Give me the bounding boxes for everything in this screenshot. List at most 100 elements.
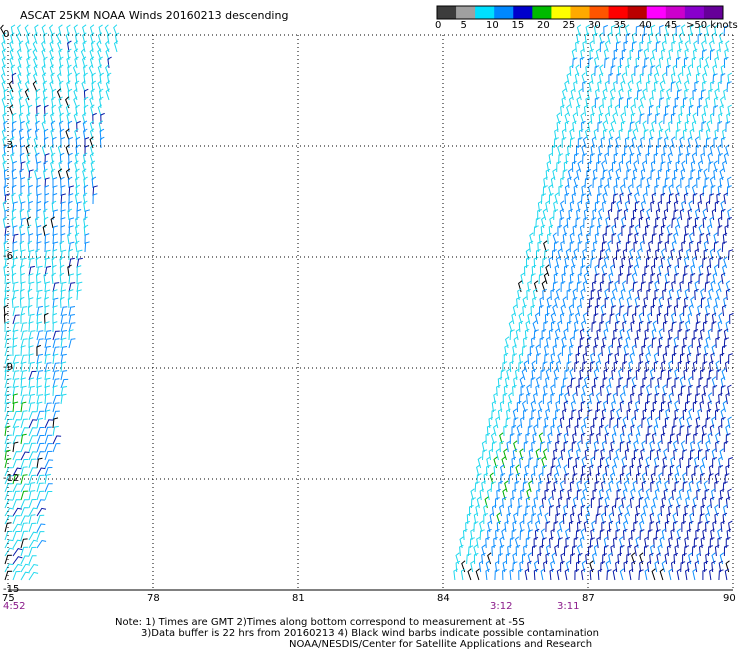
wind-barb — [651, 337, 657, 349]
wind-barb — [567, 448, 573, 461]
wind-barb — [699, 513, 705, 525]
wind-barb — [633, 96, 639, 109]
wind-barb — [638, 320, 644, 333]
wind-barb — [107, 56, 112, 69]
wind-barb — [630, 488, 635, 501]
wind-barb — [28, 467, 37, 477]
wind-barb — [712, 385, 718, 397]
wind-barb — [599, 384, 605, 397]
wind-barb — [650, 65, 656, 77]
wind-barb — [527, 560, 532, 573]
wind-barb — [569, 232, 574, 245]
wind-barb — [4, 458, 12, 469]
wind-barb — [582, 312, 588, 325]
wind-barb — [628, 568, 634, 581]
wind-barb — [549, 568, 555, 581]
wind-barb — [92, 112, 97, 125]
wind-barb — [589, 433, 595, 445]
wind-barb — [11, 296, 17, 309]
wind-barb — [20, 451, 30, 461]
wind-barb — [10, 64, 16, 77]
wind-barb — [617, 552, 623, 565]
wind-barb — [569, 368, 574, 381]
wind-barb — [529, 345, 535, 357]
wind-barb — [36, 104, 41, 117]
wind-barb — [616, 488, 622, 501]
wind-barb — [578, 88, 583, 101]
wind-barb — [28, 531, 38, 541]
wind-barb — [644, 369, 650, 381]
wind-barb — [666, 377, 672, 389]
wind-barb — [547, 440, 552, 453]
wind-barb — [505, 417, 511, 429]
wind-barb — [633, 440, 638, 453]
wind-barb — [499, 536, 504, 549]
wind-barb — [631, 552, 636, 565]
wind-barb — [512, 552, 517, 565]
wind-barb — [76, 209, 82, 221]
wind-barb — [507, 544, 512, 557]
wind-barb — [503, 352, 509, 365]
wind-barb — [699, 464, 705, 477]
wind-barb — [642, 504, 648, 517]
legend-swatch — [646, 6, 667, 19]
wind-barb — [516, 424, 521, 437]
wind-barb — [578, 128, 584, 141]
wind-barb — [594, 273, 600, 285]
wind-barb — [682, 97, 688, 109]
wind-barb — [684, 536, 689, 549]
wind-barb — [712, 64, 717, 77]
wind-barb — [714, 472, 720, 485]
wind-barb — [666, 56, 672, 69]
wind-barb — [654, 560, 659, 573]
wind-barb — [20, 459, 29, 469]
wind-barb — [453, 568, 458, 581]
wind-barb — [36, 482, 44, 493]
wind-barb — [98, 120, 104, 133]
wind-barb — [702, 361, 708, 373]
wind-barb — [504, 376, 510, 389]
wind-barb — [36, 184, 41, 197]
wind-barb — [701, 456, 706, 469]
wind-barb — [470, 560, 475, 573]
wind-barb — [608, 136, 614, 149]
wind-barb — [601, 313, 607, 325]
wind-barb — [43, 216, 49, 229]
wind-barb — [56, 88, 62, 101]
wind-barb — [554, 296, 559, 309]
wind-barb — [67, 64, 72, 77]
wind-barb — [556, 112, 561, 125]
wind-barb — [692, 224, 698, 237]
wind-barb — [655, 520, 661, 533]
wind-barb — [659, 536, 664, 549]
wind-barb — [483, 513, 488, 524]
wind-barb — [604, 424, 609, 437]
wind-barb — [674, 96, 680, 109]
wind-barb — [685, 184, 690, 197]
wind-barb — [604, 504, 610, 517]
legend-swatch — [532, 6, 552, 19]
wind-barb — [668, 472, 673, 485]
wind-barb — [658, 232, 664, 245]
wind-barb — [705, 304, 710, 317]
wind-barb — [559, 416, 565, 429]
wind-barb — [585, 440, 590, 453]
wind-barb — [604, 288, 609, 301]
wind-barb — [49, 64, 54, 77]
wind-barb — [28, 458, 36, 469]
legend-tick-label: 15 — [511, 20, 525, 31]
wind-barb — [82, 112, 87, 125]
wind-barb — [576, 520, 582, 533]
wind-barb — [84, 137, 90, 148]
wind-barb — [481, 480, 486, 493]
wind-barb — [663, 208, 669, 221]
wind-barb — [667, 256, 672, 269]
wind-barb — [660, 161, 666, 173]
wind-barb — [44, 153, 50, 165]
wind-barb — [661, 72, 667, 85]
wind-barb — [582, 352, 588, 365]
wind-barb — [12, 378, 20, 389]
wind-barb — [592, 240, 598, 253]
wind-barb — [522, 296, 527, 309]
wind-barb — [676, 432, 682, 445]
